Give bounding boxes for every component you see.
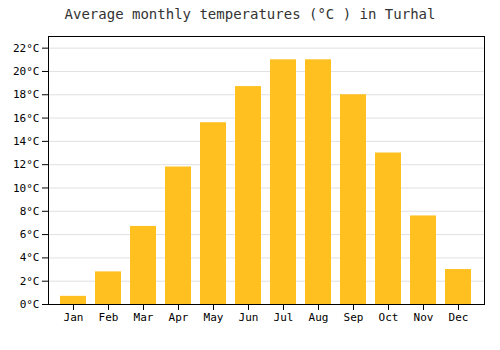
svg-text:Mar: Mar	[134, 311, 154, 324]
svg-text:14°C: 14°C	[13, 135, 40, 148]
svg-text:10°C: 10°C	[13, 181, 40, 194]
svg-text:Jul: Jul	[274, 311, 294, 324]
svg-text:16°C: 16°C	[13, 112, 40, 125]
svg-text:Jun: Jun	[239, 311, 259, 324]
svg-text:Apr: Apr	[169, 311, 189, 324]
svg-text:18°C: 18°C	[13, 88, 40, 101]
svg-text:8°C: 8°C	[20, 205, 40, 218]
svg-text:6°C: 6°C	[20, 228, 40, 241]
svg-text:Feb: Feb	[99, 311, 119, 324]
svg-text:0°C: 0°C	[20, 298, 40, 311]
svg-text:2°C: 2°C	[20, 275, 40, 288]
svg-text:12°C: 12°C	[13, 158, 40, 171]
svg-text:Jan: Jan	[64, 311, 84, 324]
svg-text:Dec: Dec	[449, 311, 469, 324]
svg-text:Aug: Aug	[309, 311, 329, 324]
svg-text:20°C: 20°C	[13, 65, 40, 78]
svg-text:22°C: 22°C	[13, 42, 40, 55]
svg-text:Oct: Oct	[379, 311, 399, 324]
svg-text:Nov: Nov	[414, 311, 434, 324]
svg-text:4°C: 4°C	[20, 251, 40, 264]
svg-text:Sep: Sep	[344, 311, 364, 324]
html-text:Average monthly temperatures (: Average monthly temperatures (°C ) in Tu…	[64, 6, 436, 22]
svg-text:May: May	[204, 311, 224, 324]
